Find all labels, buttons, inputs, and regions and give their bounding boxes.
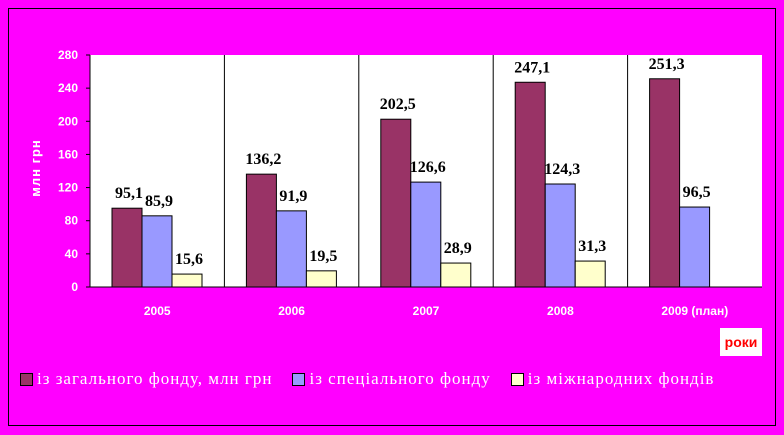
bar (544, 183, 576, 288)
legend-label-special-fund: із спеціального фонду (309, 369, 491, 388)
x-tick-label: 2005 (144, 304, 171, 318)
legend: із загального фонду, млн грн із спеціаль… (20, 368, 734, 390)
bar (574, 260, 606, 288)
bar (514, 81, 546, 288)
y-tick-label: 120 (58, 181, 78, 195)
x-axis-title: роки (720, 328, 762, 356)
bar (440, 262, 472, 288)
bar (141, 215, 173, 288)
legend-item-general-fund: із загального фонду, млн грн (20, 369, 272, 389)
bar (380, 118, 412, 288)
bars-layer (90, 55, 762, 288)
data-label: 95,1 (115, 185, 143, 202)
axes-layer (86, 54, 762, 288)
chart-frame (8, 8, 776, 426)
y-tick-label: 200 (58, 114, 78, 128)
legend-swatch-international-funds (510, 372, 524, 386)
data-label: 247,1 (514, 59, 550, 76)
legend-label-international-funds: із міжнародних фондів (527, 369, 715, 388)
data-label: 28,9 (444, 240, 472, 257)
y-tick-label: 80 (65, 214, 79, 228)
data-label: 19,5 (309, 248, 337, 265)
y-tick-label: 280 (58, 48, 78, 62)
labels-layer: 0 40 80 120 160 200 240 280 95,1 85,9 15,6 2005 136,… (58, 48, 728, 318)
legend-label-general-fund: із загального фонду, млн грн (37, 369, 273, 388)
y-axis-label: млн грн (28, 139, 43, 197)
data-label: 96,5 (683, 184, 711, 201)
legend-swatch-general-fund (20, 372, 33, 386)
bar (171, 273, 203, 288)
bar (649, 78, 681, 288)
x-tick-label: 2007 (413, 304, 440, 318)
data-label: 202,5 (380, 96, 416, 113)
bar (245, 173, 277, 288)
bar (275, 210, 307, 288)
bar (305, 270, 337, 288)
data-label: 126,6 (410, 159, 446, 176)
x-tick-label: 2008 (547, 304, 574, 318)
data-label: 136,2 (245, 151, 281, 168)
data-label: 91,9 (279, 188, 307, 205)
y-tick-label: 40 (65, 247, 79, 261)
data-label: 15,6 (175, 251, 203, 268)
y-tick-label: 240 (58, 81, 78, 95)
x-tick-label: 2006 (278, 304, 305, 318)
data-label: 124,3 (544, 161, 580, 178)
legend-item-special-fund: із спеціального фонду (292, 369, 490, 389)
data-label: 85,9 (145, 193, 173, 210)
y-tick-label: 160 (58, 147, 78, 161)
legend-swatch-special-fund (292, 372, 306, 386)
bar (679, 206, 711, 288)
data-label: 31,3 (578, 238, 606, 255)
legend-item-international-funds: із міжнародних фондів (510, 369, 715, 389)
bar (410, 181, 442, 288)
x-tick-label: 2009 (план) (661, 304, 728, 318)
bar (111, 207, 143, 288)
y-tick-label: 0 (71, 280, 78, 294)
data-label: 251,3 (649, 56, 685, 73)
